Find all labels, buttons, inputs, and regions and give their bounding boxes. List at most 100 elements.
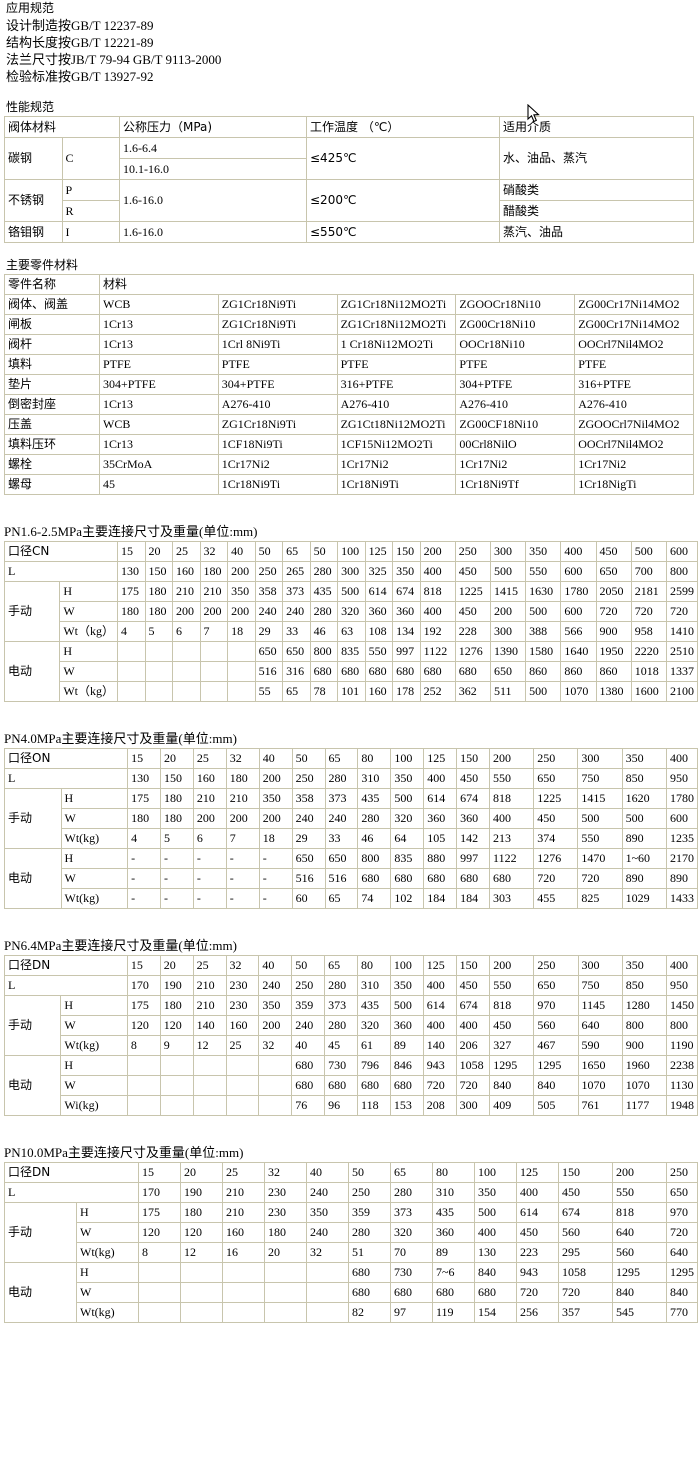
dim-manual-value: 320 [390, 808, 425, 829]
dim-electric-value: 825 [577, 888, 623, 909]
dim-row-label: H [59, 641, 118, 662]
dim-l-value: 550 [489, 768, 535, 789]
dim-electric-value: 1470 [577, 848, 623, 869]
parts-row-value: A276-410 [455, 394, 576, 415]
dim-electric-value: 119 [432, 1302, 475, 1323]
dim-manual-value: 350 [258, 995, 293, 1016]
dim-manual-value: 373 [324, 788, 359, 809]
table-row: W - - - - -516 516 680 680 680 680 680 720 720 890 890 [5, 868, 698, 889]
dim-manual-value: 40 [291, 1035, 326, 1056]
dim-bore-value: 200 [419, 541, 456, 562]
dim-bore-value: 15 [117, 541, 146, 562]
dim-manual-value: 1620 [621, 788, 668, 809]
parts-row-name: 填料 [4, 354, 100, 375]
dim-bore-value: 15 [138, 1162, 181, 1183]
dim-manual-value: 175 [127, 788, 161, 809]
dim-electric-value: 545 [612, 1302, 667, 1323]
parts-row-value: 304+PTFE [99, 374, 219, 395]
dim-manual-value: 9 [159, 1035, 194, 1056]
table-row: 碳钢 C 1.6-6.4 ≤425℃ 水、油品、蒸汽 [4, 137, 694, 180]
dim-electric-value: 860 [560, 661, 597, 682]
dim-l-label: L [4, 975, 128, 996]
application-spec-heading: 应用规范 [6, 1, 55, 15]
dim-electric-value: 846 [389, 1055, 424, 1076]
parts-row-value: 1Cr18Ni9Tf [455, 474, 576, 495]
dim-l-value: 750 [577, 975, 623, 996]
dim-bore-value: 80 [357, 955, 391, 976]
dim-electric-value: 101 [337, 681, 366, 702]
dim-manual-value: 280 [309, 601, 339, 622]
dim-bore-value: 25 [222, 1162, 265, 1183]
dim-manual-value: 200 [199, 601, 229, 622]
dim-electric-value [159, 1055, 194, 1076]
dim-l-value: 650 [666, 1182, 698, 1203]
dim-manual-value: 223 [516, 1242, 559, 1263]
table-row: Wt(kg) 82 97 119 154 256 357 545 770 [5, 1302, 698, 1323]
dim-electric-value: 1130 [666, 1075, 698, 1096]
table-row: Wt(kg) 8 12 16 20 32 51 70 89 130 223 295 560 640 [5, 1242, 698, 1263]
parts-row-value: ZG1Ct18Ni12MO2Ti [336, 414, 457, 435]
dim-manual-value: 1235 [666, 828, 698, 849]
dim-row-label: Wi(kg) [60, 1095, 128, 1116]
dim-bore-label: 口径DN [4, 955, 128, 976]
dim-electric-value: 1948 [666, 1095, 698, 1116]
dim-electric-value: 1950 [595, 641, 632, 662]
parts-row-name: 螺母 [4, 474, 100, 495]
table-row: 阀杆 1Cr13 1Crl 8Ni9Ti 1 Cr18Ni12MO2Ti OOCr18N… [4, 334, 694, 355]
dim-manual-value: 295 [558, 1242, 613, 1263]
dim-electric-value: 761 [577, 1095, 623, 1116]
parts-row-value: A276-410 [217, 394, 338, 415]
table-row: W 180 180 200 200 200 240 240 280 320 360 360 400 450… [5, 601, 698, 622]
dim-electric-value: 1122 [489, 848, 535, 869]
dim-l-value: 240 [258, 975, 293, 996]
dim-manual-value: 180 [144, 581, 174, 602]
dim-electric-value: 1276 [454, 641, 491, 662]
dimension-table-block: PN10.0MPa主要连接尺寸及重量(单位:mm) 口径DN 15 20 25 32 40 5… [0, 1144, 698, 1351]
dimension-table-title: PN4.0MPa主要连接尺寸及重量(单位:mm) [4, 731, 237, 746]
dim-manual-value: 500 [525, 601, 562, 622]
dim-manual-value: 228 [454, 621, 491, 642]
dim-row-label: H [59, 581, 118, 602]
dim-manual-value: 240 [291, 1015, 326, 1036]
dim-l-value: 850 [621, 975, 668, 996]
dim-electric-value: - [225, 888, 260, 909]
perf-temperature-0: ≤425℃ [306, 137, 500, 180]
dim-manual-value: 500 [390, 788, 425, 809]
dimension-table: 口径DN 15 20 25 32 40 50 65 80 100 125 150 200 250 L 170 1… [4, 1162, 698, 1323]
dim-electric-value: 890 [621, 868, 668, 889]
spacer [0, 85, 698, 99]
table-row: 铬钼钢 I 1.6-16.0 ≤550℃ 蒸汽、油品 [4, 221, 694, 243]
dim-electric-value: 184 [423, 888, 458, 909]
dim-row-label: Wt(kg) [76, 1302, 139, 1323]
dim-electric-value [264, 1262, 307, 1283]
dim-manual-value: 360 [389, 1015, 424, 1036]
dim-bore-value: 125 [423, 748, 458, 769]
dim-manual-value: 7 [199, 621, 229, 642]
dim-manual-value: 280 [324, 1015, 359, 1036]
dim-bore-value: 50 [291, 748, 326, 769]
dim-electric-value [222, 1302, 265, 1323]
dim-electric-value: 680 [423, 868, 458, 889]
dim-bore-value: 300 [489, 541, 527, 562]
perf-temperature-1: ≤200℃ [306, 179, 500, 222]
dim-bore-value: 32 [199, 541, 229, 562]
dim-electric-value [172, 681, 201, 702]
dim-l-value: 280 [390, 1182, 433, 1203]
dim-electric-value: 720 [516, 1282, 559, 1303]
dim-manual-value: 175 [138, 1202, 181, 1223]
dim-electric-value: 511 [489, 681, 527, 702]
table-row-header: 零件名称 材料 [4, 274, 694, 295]
dim-manual-value: 180 [159, 808, 194, 829]
perf-code-1-1: R [61, 200, 120, 222]
dim-electric-value: 118 [357, 1095, 391, 1116]
dim-manual-value: 373 [324, 995, 359, 1016]
dim-manual-value: 33 [324, 828, 359, 849]
dim-electric-value: 680 [392, 661, 421, 682]
dim-manual-value: 500 [474, 1202, 517, 1223]
dim-l-value: 230 [264, 1182, 307, 1203]
dim-l-value: 600 [560, 561, 597, 582]
dim-electric-value [126, 1075, 161, 1096]
dim-electric-value [225, 1075, 260, 1096]
dim-manual-value: 46 [357, 828, 392, 849]
dim-l-value: 190 [159, 975, 194, 996]
